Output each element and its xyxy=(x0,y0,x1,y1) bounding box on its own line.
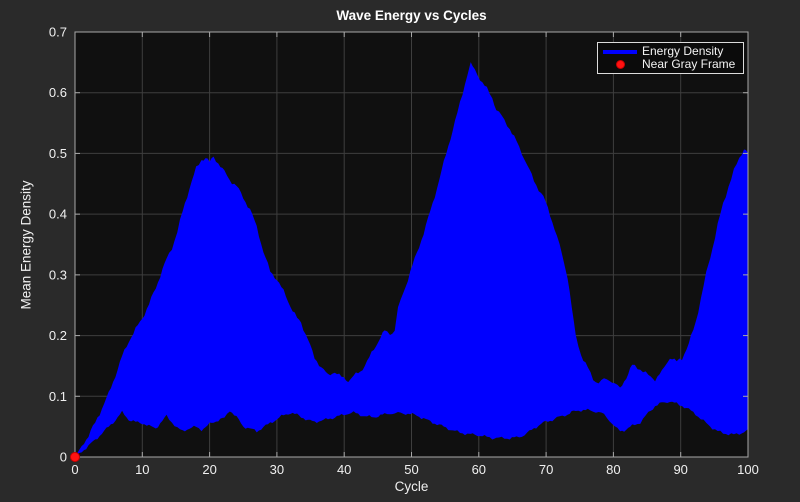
x-tick-label: 30 xyxy=(270,462,284,477)
legend-label: Near Gray Frame xyxy=(642,57,736,71)
y-tick-label: 0 xyxy=(60,450,67,465)
y-tick-label: 0.7 xyxy=(49,25,67,40)
chart-title: Wave Energy vs Cycles xyxy=(336,8,487,23)
y-tick-label: 0.3 xyxy=(49,267,67,282)
x-tick-label: 70 xyxy=(539,462,553,477)
energy-density-band xyxy=(75,62,748,457)
legend-label: Energy Density xyxy=(642,44,724,58)
legend: Energy Density Near Gray Frame xyxy=(597,42,744,74)
legend-entry-near-gray-frame: Near Gray Frame xyxy=(598,58,743,71)
y-tick-label: 0.2 xyxy=(49,328,67,343)
legend-marker-swatch xyxy=(615,60,625,69)
x-tick-label: 0 xyxy=(71,462,78,477)
legend-entry-energy-density: Energy Density xyxy=(598,45,743,58)
x-tick-label: 40 xyxy=(337,462,351,477)
x-tick-label: 90 xyxy=(673,462,687,477)
y-tick-label: 0.4 xyxy=(49,207,67,222)
y-tick-label: 0.6 xyxy=(49,85,67,100)
near-gray-frame-marker xyxy=(70,452,80,462)
x-tick-label: 50 xyxy=(404,462,418,477)
x-tick-label: 20 xyxy=(202,462,216,477)
x-tick-label: 80 xyxy=(606,462,620,477)
y-axis-label: Mean Energy Density xyxy=(18,180,34,310)
y-tick-label: 0.5 xyxy=(49,146,67,161)
x-tick-label: 100 xyxy=(737,462,759,477)
x-tick-label: 60 xyxy=(472,462,486,477)
y-tick-label: 0.1 xyxy=(49,389,67,404)
x-tick-label: 10 xyxy=(135,462,149,477)
legend-line-swatch xyxy=(603,49,637,54)
x-axis-label: Cycle xyxy=(394,479,429,494)
